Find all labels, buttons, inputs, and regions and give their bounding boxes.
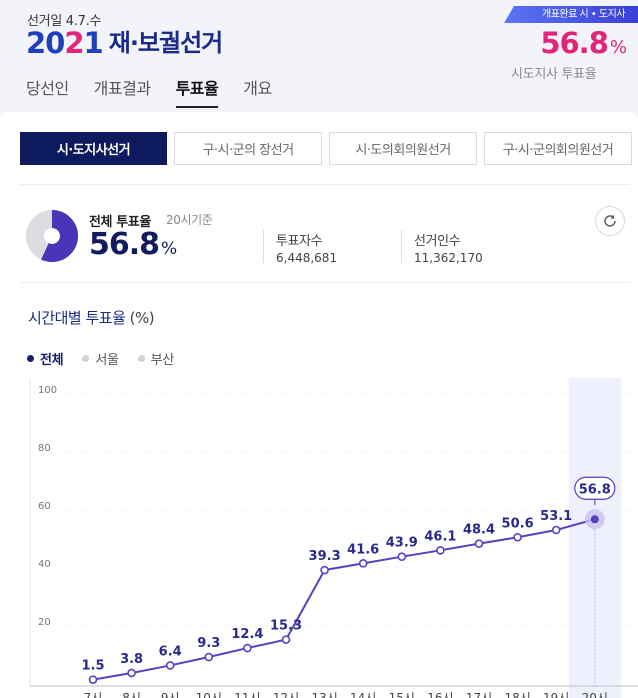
tab-district-head[interactable]: 구·시·군의 장선거	[174, 132, 322, 165]
x-tick-label: 11시	[234, 691, 260, 698]
data-label: 1.5	[81, 659, 104, 674]
data-point	[127, 668, 136, 678]
divider	[20, 184, 630, 185]
data-point	[513, 532, 522, 542]
data-point	[243, 643, 252, 653]
data-label: 53.1	[540, 509, 572, 524]
y-tick-label: 20	[38, 617, 51, 628]
x-tick-label: 16시	[427, 691, 453, 698]
data-label: 41.6	[347, 542, 379, 557]
tab-governor[interactable]: 시·도지사선거	[20, 132, 167, 165]
data-label: 46.1	[424, 529, 456, 544]
election-type-tabs: 시·도지사선거 구·시·군의 장선거 시·도의회의원선거 구·시·군의회의원선거	[20, 132, 638, 165]
voters-label: 투표자수	[276, 234, 323, 249]
logo-title: 재·보궐선거	[108, 29, 224, 57]
legend-dot	[82, 355, 90, 362]
header: 선거일 4.7.수 2021 재·보궐선거 당선인 개표결과 투표율 개요 개표…	[0, 0, 638, 118]
voters-value: 6,448,681	[276, 251, 338, 265]
header-turnout-caption: 시도지사 투표율	[511, 67, 597, 82]
legend-item-total[interactable]: 전체	[27, 349, 64, 368]
data-label: 43.9	[386, 536, 418, 551]
x-tick-label: 15시	[389, 691, 415, 698]
refresh-icon	[604, 215, 616, 227]
legend-dot	[137, 355, 145, 362]
x-tick-label: 20시	[582, 691, 608, 698]
donut-turnout-arc	[26, 210, 78, 262]
main-nav: 당선인 개표결과 투표율 개요	[26, 78, 297, 108]
x-tick-label: 19시	[543, 691, 569, 698]
election-date: 선거일 4.7.수	[27, 14, 102, 29]
data-point	[590, 515, 599, 524]
divider	[20, 282, 630, 283]
data-point	[436, 546, 445, 555]
nav-results[interactable]: 개표결과	[93, 79, 151, 98]
y-tick-label: 80	[38, 443, 51, 454]
y-tick-label: 100	[38, 385, 57, 396]
turnout-line-chart: 20 40 60 80 100 7시 8시 9시 10시 11시 12시 13시 14시 15시 16시 17…	[29, 378, 638, 698]
data-label: 50.6	[502, 516, 534, 531]
turnout-donut	[26, 210, 78, 262]
data-label: 6.4	[159, 644, 182, 659]
legend-item-seoul[interactable]: 서울	[82, 349, 119, 368]
data-label: 12.4	[231, 627, 263, 642]
legend-item-busan[interactable]: 부산	[137, 349, 174, 368]
total-turnout-note: 20시기준	[166, 213, 213, 227]
turnout-card: 시·도지사선거 구·시·군의 장선거 시·도의회의원선거 구·시·군의회의원선거…	[0, 112, 638, 698]
tab-local-council[interactable]: 구·시·군의회의원선거	[484, 132, 632, 165]
data-point	[88, 675, 98, 684]
x-tick-label: 8시	[122, 691, 141, 698]
chart-legend: 전체 서울 부산	[27, 349, 193, 368]
election-logo[interactable]: 2021 재·보궐선거	[26, 26, 224, 60]
total-turnout-value: 56.8%	[89, 227, 177, 262]
data-label: 48.4	[463, 523, 495, 538]
nav-winners[interactable]: 당선인	[26, 79, 69, 98]
y-tick-label: 40	[38, 559, 51, 570]
x-tick-label: 12시	[273, 691, 299, 698]
data-point	[281, 635, 291, 644]
electorate-value: 11,362,170	[414, 251, 483, 265]
nav-turnout[interactable]: 투표율	[175, 78, 219, 108]
data-label: 15.3	[270, 619, 302, 634]
status-badge: 개표완료 시 • 도지사	[504, 6, 638, 23]
data-label: 9.3	[197, 636, 220, 651]
data-point	[358, 559, 368, 568]
data-point	[551, 525, 561, 535]
data-label: 39.3	[309, 549, 341, 564]
data-point	[397, 552, 407, 561]
electorate-label: 선거인수	[414, 234, 461, 249]
x-tick-label: 7시	[84, 691, 103, 698]
legend-dot	[27, 355, 34, 362]
electorate-stat: 선거인수 11,362,170	[401, 230, 483, 265]
data-point	[165, 661, 175, 670]
tab-provincial-council[interactable]: 시·도의회의원선거	[329, 132, 477, 165]
nav-overview[interactable]: 개요	[243, 79, 272, 98]
x-tick-label: 14시	[350, 691, 376, 698]
x-tick-label: 17시	[466, 691, 492, 698]
data-point	[474, 539, 484, 548]
voters-stat: 투표자수 6,448,681	[263, 230, 338, 265]
y-tick-label: 60	[38, 501, 51, 512]
data-label: 3.8	[120, 652, 143, 667]
series-line-total	[92, 518, 596, 681]
data-point	[204, 652, 214, 662]
data-point	[320, 565, 329, 575]
x-tick-label: 13시	[311, 691, 337, 698]
total-turnout-label: 전체 투표율	[89, 215, 151, 230]
data-label: 56.8	[579, 482, 611, 497]
x-tick-label: 9시	[161, 691, 180, 698]
x-tick-label: 10시	[196, 691, 222, 698]
chart-section-title: 시간대별 투표율 (%)	[28, 309, 155, 327]
x-tick-label: 18시	[504, 691, 530, 698]
header-turnout-rate: 56.8%	[540, 26, 627, 60]
refresh-button[interactable]	[595, 206, 625, 236]
logo-year: 2021	[26, 26, 104, 60]
